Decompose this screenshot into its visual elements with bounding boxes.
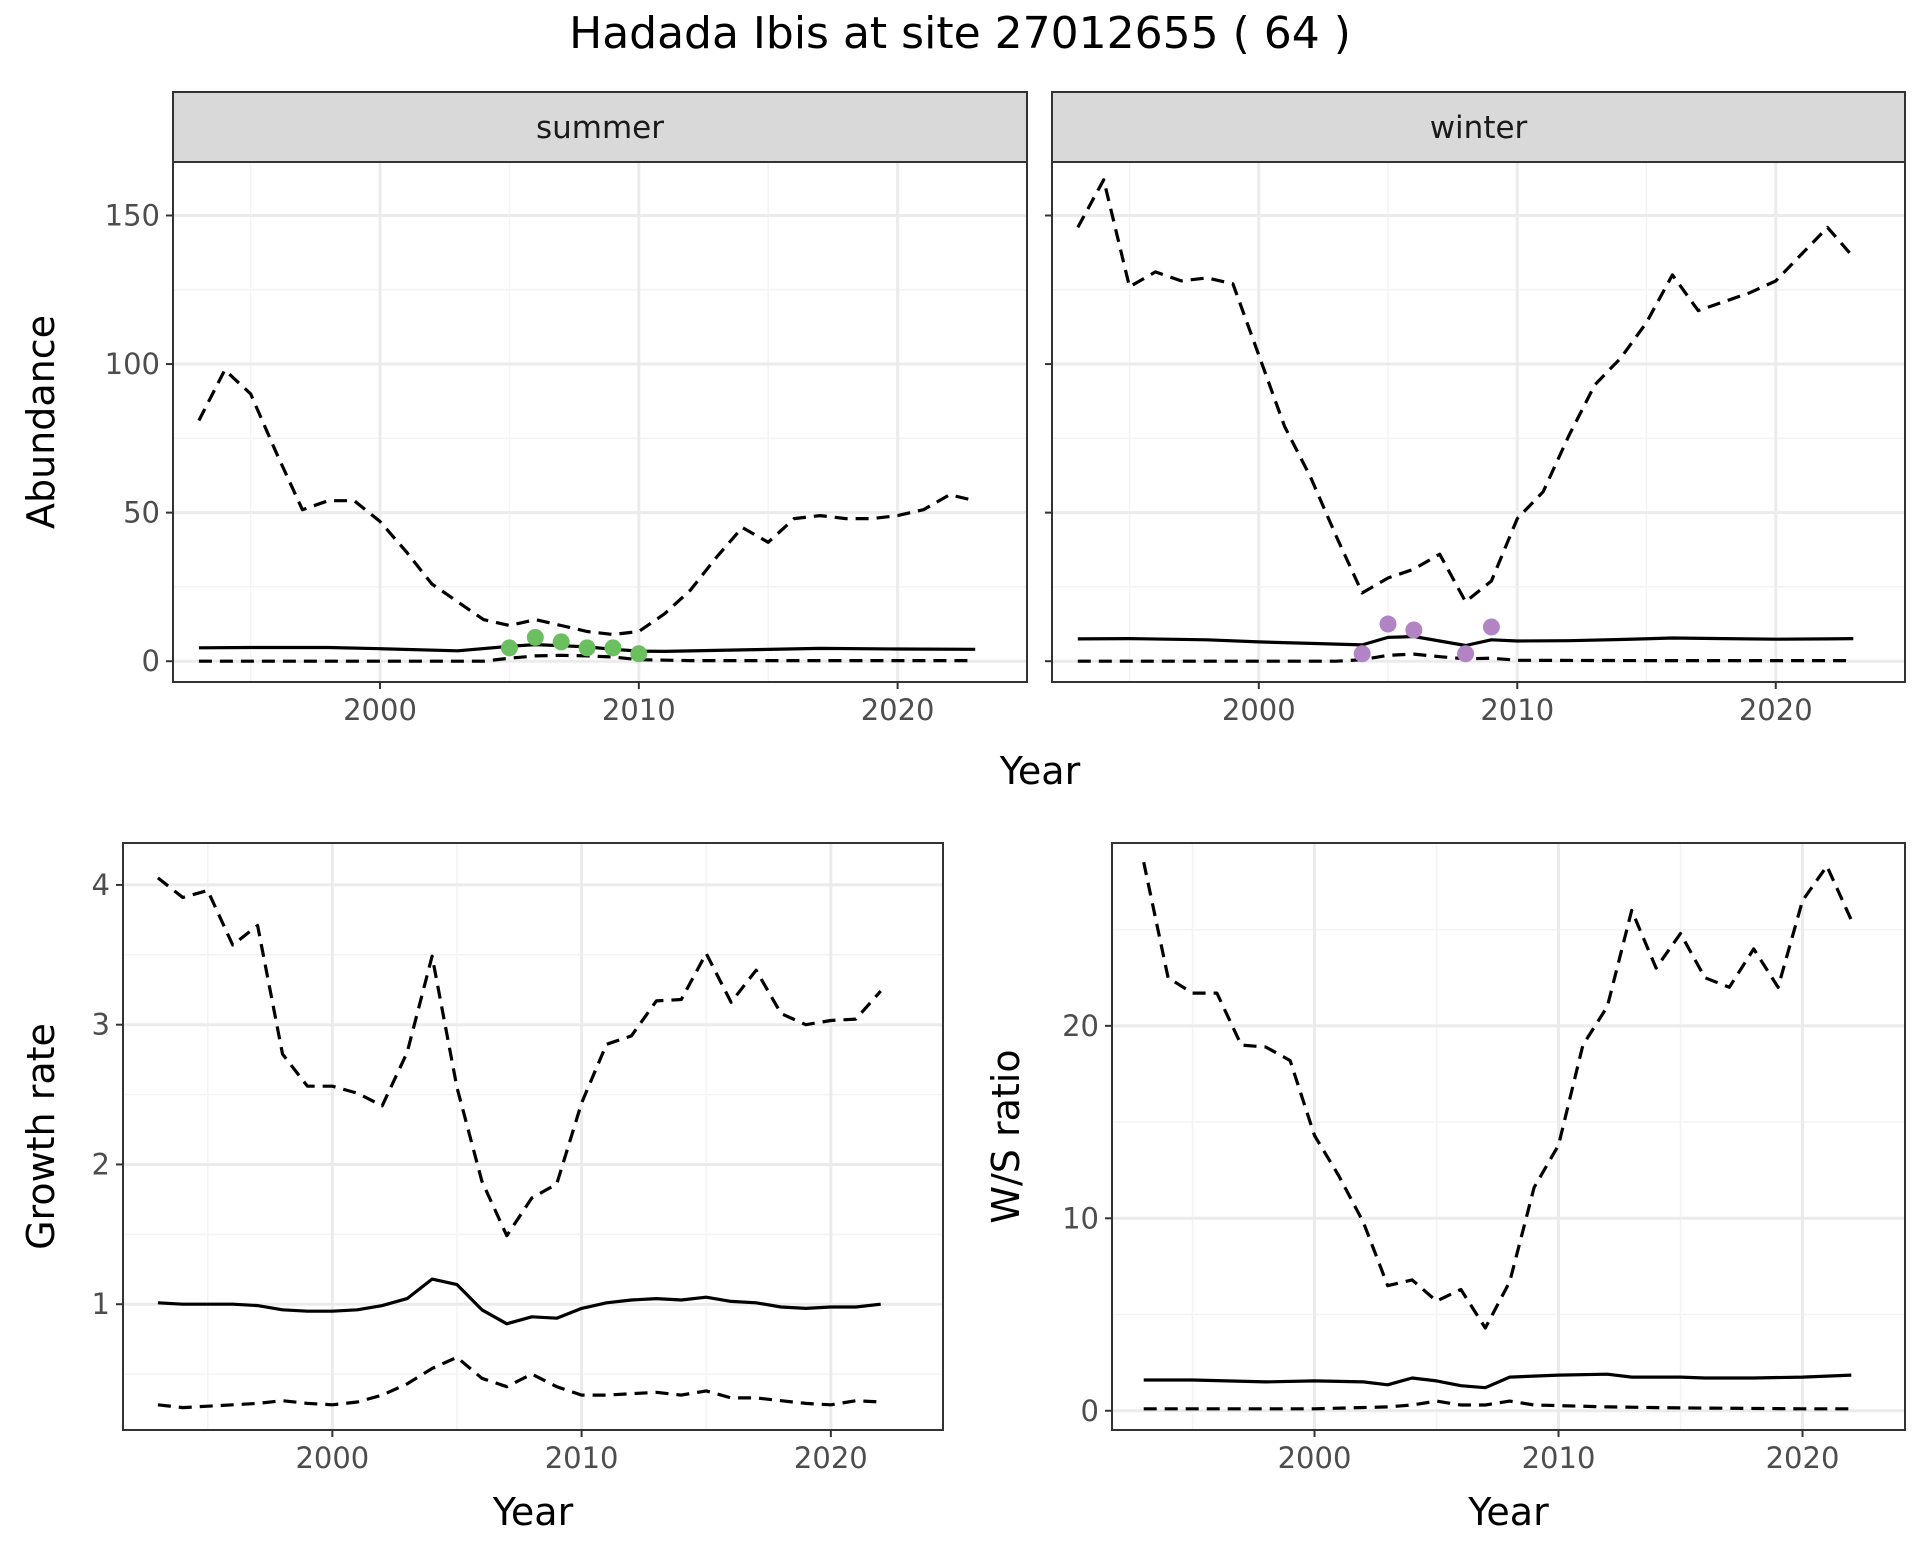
data-point: [526, 628, 544, 646]
x-tick-label: 2010: [602, 693, 676, 727]
data-point: [1405, 621, 1423, 639]
data-point: [1353, 645, 1371, 663]
series-line-upper: [1142, 861, 1853, 1330]
top-row-x-axis-title: Year: [999, 749, 1081, 793]
y-tick-label: 4: [92, 868, 110, 902]
x-tick-label: 2000: [295, 1441, 369, 1475]
facet-strip: [1051, 91, 1906, 163]
panel-ratio: 2000 2010 2020 0 10 20 Year W/S ratio: [984, 842, 1906, 1534]
panel-summer: summer 2000 2010 2020 0 50 100 150 Abundance: [19, 91, 1028, 727]
series-group: [156, 876, 882, 1410]
panel-background: [123, 843, 943, 1430]
facet-strip-label: winter: [1430, 110, 1528, 146]
y-tick-label: 0: [142, 644, 160, 678]
series-line-lower: [1143, 1399, 1852, 1411]
data-point: [578, 639, 596, 657]
x-tick-label: 2010: [1480, 693, 1554, 727]
panel-winter: winter 2000 2010 2020: [1045, 91, 1906, 727]
panel-growth: 2000 2010 2020 1 2 3 4 Year Growth rate: [19, 842, 944, 1534]
data-point: [552, 633, 570, 651]
panel-border: [1111, 842, 1906, 1431]
x-tick-label: 2000: [1222, 693, 1296, 727]
x-tick-label: 2020: [861, 693, 935, 727]
x-tick-label: 2000: [343, 693, 417, 727]
y-tick-label: 100: [105, 347, 160, 381]
y-tick-label: 2: [92, 1147, 110, 1181]
series-line-lower: [198, 653, 976, 663]
x-axis-title: Year: [1467, 1490, 1549, 1534]
y-tick-label: 50: [123, 496, 160, 530]
series-line-lower: [157, 1355, 881, 1410]
y-tick-label: 10: [1062, 1201, 1099, 1235]
series-line-mean: [157, 1277, 881, 1326]
x-tick-label: 2020: [1766, 1441, 1840, 1475]
x-tick-label: 2020: [1739, 693, 1813, 727]
data-point: [630, 645, 648, 663]
y-axis-title: W/S ratio: [984, 1049, 1028, 1223]
panel-background: [173, 162, 1027, 682]
data-point: [604, 639, 622, 657]
y-axis-title: Growth rate: [19, 1023, 63, 1250]
y-tick-label: 3: [92, 1008, 110, 1042]
facet-strip: [172, 91, 1028, 163]
data-point: [1457, 645, 1475, 663]
y-tick-label: 20: [1062, 1009, 1099, 1043]
y-axis-title: Abundance: [19, 315, 63, 529]
data-point: [1482, 618, 1500, 636]
series-line-upper: [156, 876, 882, 1238]
y-tick-label: 1: [92, 1287, 110, 1321]
series-line-mean: [1143, 1372, 1852, 1390]
data-point: [1379, 615, 1397, 633]
x-tick-label: 2010: [545, 1441, 619, 1475]
y-tick-label: 150: [105, 198, 160, 232]
x-axis-title: Year: [492, 1490, 574, 1534]
panel-background: [1052, 162, 1905, 682]
series-line-mean: [198, 643, 976, 653]
panel-border: [122, 842, 944, 1431]
x-tick-label: 2000: [1278, 1441, 1352, 1475]
series-group: [1076, 178, 1855, 663]
series-group: [197, 368, 976, 663]
series-line-upper: [197, 368, 976, 637]
panel-background: [1112, 843, 1905, 1430]
facet-strip-label: summer: [536, 110, 664, 146]
y-tick-label: 0: [1081, 1394, 1099, 1428]
series-group: [1142, 861, 1853, 1411]
figure-title: Hadada Ibis at site 27012655 ( 64 ): [569, 8, 1351, 59]
x-tick-label: 2010: [1522, 1441, 1596, 1475]
x-tick-label: 2020: [794, 1441, 868, 1475]
data-point: [500, 639, 518, 657]
